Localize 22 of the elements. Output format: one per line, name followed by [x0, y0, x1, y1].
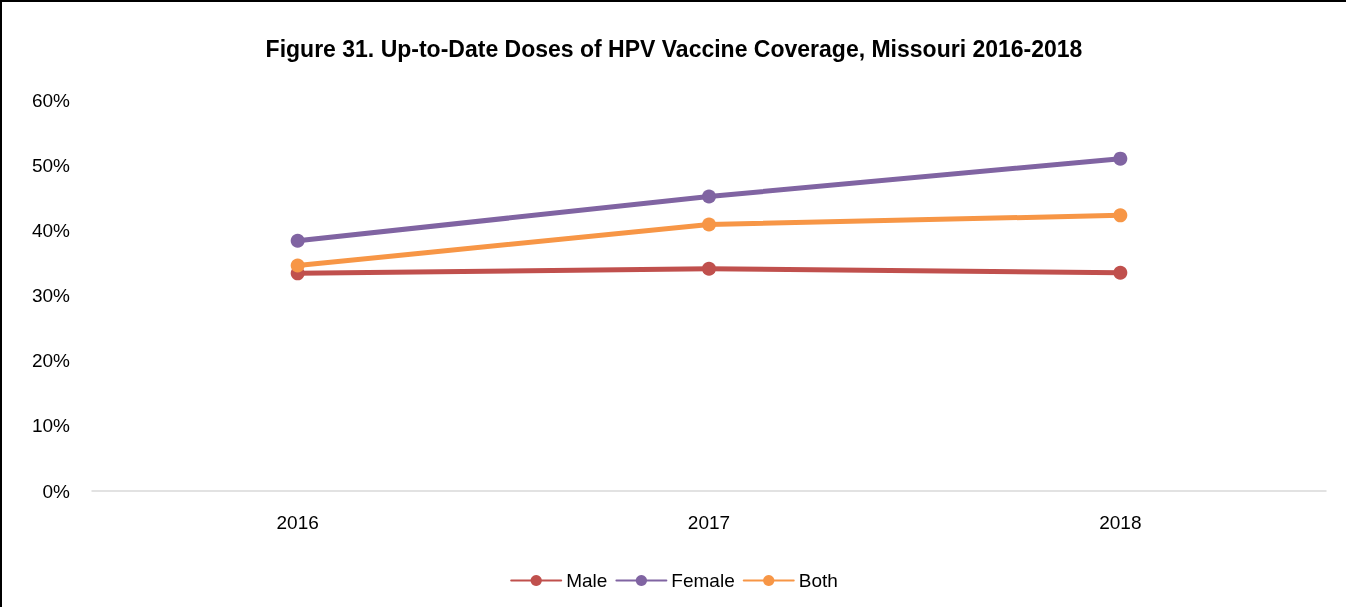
- y-tick-label: 60%: [31, 89, 71, 111]
- point: [1113, 208, 1128, 223]
- y-tick-label: 50%: [31, 154, 71, 176]
- point: [702, 217, 716, 232]
- y-tick-label: 10%: [31, 415, 71, 437]
- point: [702, 261, 716, 276]
- legend-label: Male: [566, 570, 608, 591]
- y-tick-label: 20%: [31, 350, 71, 372]
- x-tick-label: 2018: [1099, 512, 1142, 533]
- point: [1113, 265, 1128, 280]
- y-tick-label: 30%: [31, 285, 71, 306]
- chart-title: Figure 31. Up-to-Date Doses of HPV Vaccine Coverage, Missouri 2016-2018: [265, 35, 1083, 62]
- y-tick-label: 0%: [42, 480, 71, 502]
- legend-label: Both: [798, 570, 838, 591]
- y-tick-label: 40%: [31, 219, 71, 241]
- x-tick-label: 2017: [687, 512, 731, 533]
- point: [290, 258, 305, 273]
- legend-label: Female: [671, 570, 735, 591]
- point: [702, 189, 716, 204]
- point: [290, 233, 305, 248]
- point: [1113, 151, 1128, 166]
- x-tick-label: 2016: [276, 512, 319, 533]
